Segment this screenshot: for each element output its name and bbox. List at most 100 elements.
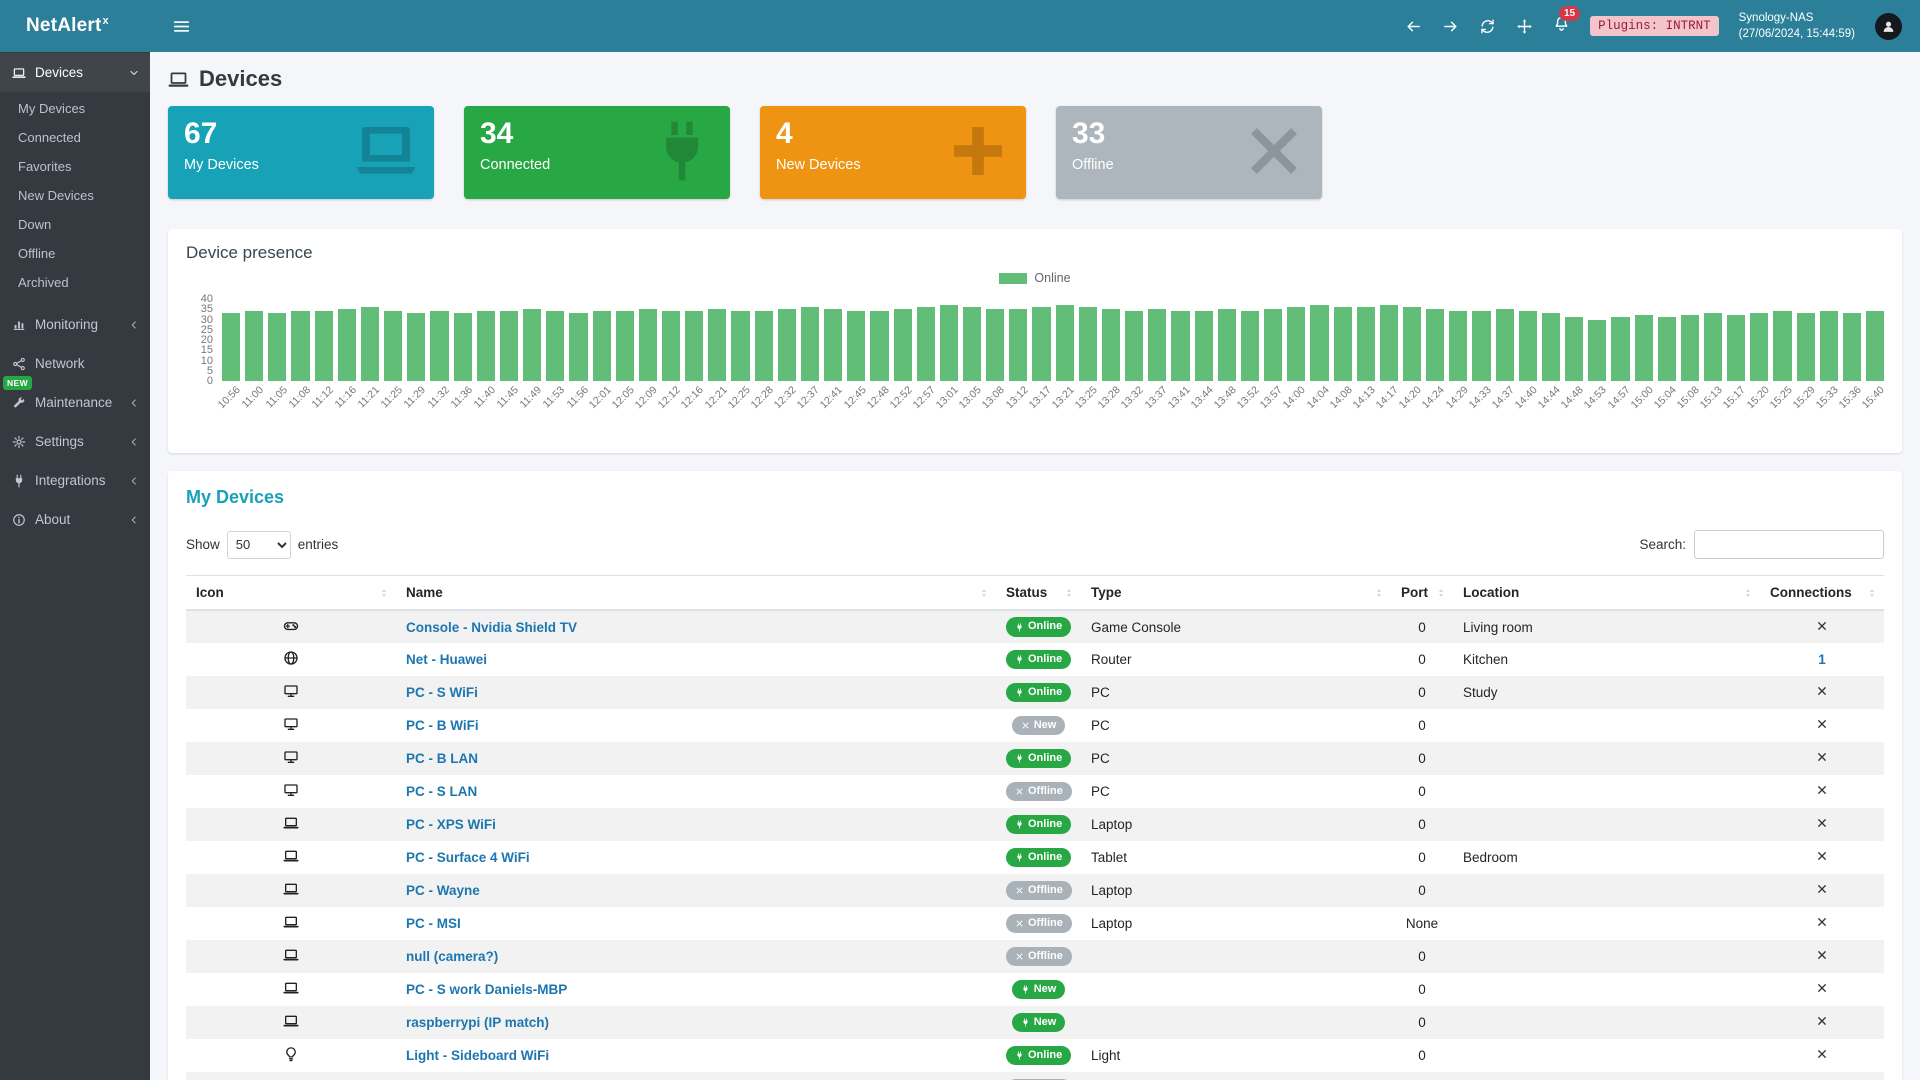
plugins-status-badge[interactable]: Plugins: INTRNT xyxy=(1590,16,1719,36)
sidebar-item-integrations[interactable]: Integrations xyxy=(0,461,150,500)
status-badge-label: New xyxy=(1033,1015,1057,1028)
stat-card-new-devices[interactable]: 4 New Devices xyxy=(760,106,1026,199)
device-name-link[interactable]: PC - S work Daniels-MBP xyxy=(406,982,568,997)
device-name-link[interactable]: PC - Surface 4 WiFi xyxy=(406,850,530,865)
stat-card-value: 4 xyxy=(776,117,793,150)
column-header-port[interactable]: Port xyxy=(1391,575,1453,611)
column-header-icon[interactable]: Icon xyxy=(186,575,396,611)
device-icon-cell xyxy=(186,643,396,676)
column-header-type[interactable]: Type xyxy=(1081,575,1391,611)
device-status-cell: Offline xyxy=(996,907,1081,940)
chart-bar xyxy=(337,309,356,381)
sidebar-item-settings[interactable]: Settings xyxy=(0,422,150,461)
device-name-link[interactable]: PC - S WiFi xyxy=(406,685,478,700)
device-location-cell xyxy=(1453,940,1760,973)
chart-bar xyxy=(1310,305,1329,381)
device-status-cell: Online xyxy=(996,676,1081,709)
status-badge-offline: Offline xyxy=(1006,1078,1072,1080)
desktop-icon xyxy=(283,716,299,732)
refresh-button[interactable] xyxy=(1479,18,1496,35)
device-icon-cell xyxy=(186,973,396,1006)
device-row: PC - S work Daniels-MBP New 0 xyxy=(186,973,1884,1006)
x-axis-tick-label: 11:36 xyxy=(448,384,475,411)
device-name-link[interactable]: PC - Wayne xyxy=(406,883,480,898)
chevron-left-icon xyxy=(128,475,140,487)
table-controls: Show 50 entries Search: xyxy=(186,530,1884,559)
chart-bar xyxy=(1240,311,1260,381)
sidebar-item-devices[interactable]: Devices xyxy=(0,53,150,92)
search-input[interactable] xyxy=(1694,530,1884,559)
device-connections-cell xyxy=(1760,907,1884,940)
device-type-cell: PC xyxy=(1091,718,1110,733)
device-name-link[interactable]: raspberrypi (IP match) xyxy=(406,1015,550,1030)
stat-card-value: 67 xyxy=(184,117,218,150)
device-status-cell: Offline xyxy=(996,874,1081,907)
sidebar-subitem-favorites[interactable]: Favorites xyxy=(18,159,72,174)
device-icon-cell xyxy=(186,907,396,940)
column-header-location[interactable]: Location xyxy=(1453,575,1760,611)
sidebar-item-monitoring[interactable]: Monitoring xyxy=(0,305,150,344)
no-connections-icon xyxy=(1816,949,1828,961)
user-avatar[interactable] xyxy=(1875,12,1902,40)
column-header-label: Name xyxy=(406,585,443,600)
sidebar-subitem-archived[interactable]: Archived xyxy=(18,275,69,290)
chart-bar xyxy=(1842,313,1862,381)
sidebar-subitem-down[interactable]: Down xyxy=(18,217,52,232)
sort-icon xyxy=(1373,587,1385,599)
stat-card-connected[interactable]: 34 Connected xyxy=(464,106,730,199)
device-name-link[interactable]: PC - S LAN xyxy=(406,784,478,799)
device-name-link[interactable]: PC - B LAN xyxy=(406,751,478,766)
device-name-link[interactable]: null (camera?) xyxy=(406,949,499,964)
sidebar-item-label: About xyxy=(35,512,71,527)
sidebar-subitem-connected[interactable]: Connected xyxy=(18,130,81,145)
entries-select[interactable]: 50 xyxy=(226,530,291,559)
device-name-link[interactable]: PC - B WiFi xyxy=(406,718,479,733)
device-name-link[interactable]: PC - MSI xyxy=(406,916,461,931)
sidebar-item-network[interactable]: Network xyxy=(0,344,150,383)
x-icon xyxy=(1015,787,1024,796)
plug-icon xyxy=(1015,754,1024,763)
x-axis-tick-label: 11:00 xyxy=(239,384,267,411)
sidebar-subitem-offline[interactable]: Offline xyxy=(18,246,56,261)
sidebar-item-maintenance[interactable]: Maintenance NEW xyxy=(0,376,150,422)
column-header-status[interactable]: Status xyxy=(996,575,1081,611)
sort-icon xyxy=(978,587,990,599)
connections-count-link[interactable]: 1 xyxy=(1818,652,1826,667)
no-connections-icon xyxy=(1816,718,1828,730)
sidebar-toggle-button[interactable] xyxy=(172,17,191,36)
status-badge-label: Online xyxy=(1028,620,1063,633)
chart-bar xyxy=(1009,309,1028,381)
brand-logo[interactable]: NetAlertx xyxy=(0,15,150,37)
chart-legend[interactable]: Online xyxy=(186,271,1884,285)
device-type-cell: Light xyxy=(1091,1048,1121,1063)
stat-card-my-devices[interactable]: 67 My Devices xyxy=(168,106,434,199)
x-axis-tick-label: 14:57 xyxy=(1605,384,1633,412)
forward-button[interactable] xyxy=(1442,18,1459,35)
column-header-name[interactable]: Name xyxy=(396,575,996,611)
device-name-link[interactable]: Console - Nvidia Shield TV xyxy=(406,619,578,635)
x-axis-tick-label: 12:37 xyxy=(794,384,823,412)
stat-card-offline[interactable]: 33 Offline xyxy=(1056,106,1322,199)
sidebar-subitem-new-devices[interactable]: New Devices xyxy=(18,188,94,203)
x-axis: 10:56 11:00 11:05 11:08 11:12 11:16 11:21 11:25… xyxy=(216,381,1887,439)
device-location-cell xyxy=(1453,874,1760,907)
plug-icon xyxy=(1021,1018,1030,1027)
x-axis-tick-label: 13:44 xyxy=(1188,384,1216,412)
device-row: Net - Huawei Online Router 0 Kitchen 1 xyxy=(186,643,1884,676)
move-button[interactable] xyxy=(1516,18,1533,35)
column-header-connections[interactable]: Connections xyxy=(1760,575,1884,611)
x-axis-tick-label: 12:21 xyxy=(702,384,730,412)
sidebar-item-about[interactable]: About xyxy=(0,500,150,539)
notifications-button[interactable]: 15 xyxy=(1553,6,1581,37)
gear-icon xyxy=(10,435,27,449)
device-name-link[interactable]: Light - Sideboard WiFi xyxy=(406,1048,550,1063)
sidebar-subitem-my-devices[interactable]: My Devices xyxy=(18,101,86,116)
device-icon-cell xyxy=(186,775,396,808)
device-row: Console - Nvidia Shield TV Online Game Con… xyxy=(186,610,1884,643)
device-name-link[interactable]: PC - XPS WiFi xyxy=(406,817,496,832)
x-axis-tick-label: 14:53 xyxy=(1582,384,1610,412)
device-name-link[interactable]: Net - Huawei xyxy=(406,652,488,667)
back-button[interactable] xyxy=(1405,18,1422,35)
y-axis-tick-label: 30 xyxy=(200,313,213,326)
device-type-cell: PC xyxy=(1091,784,1110,799)
